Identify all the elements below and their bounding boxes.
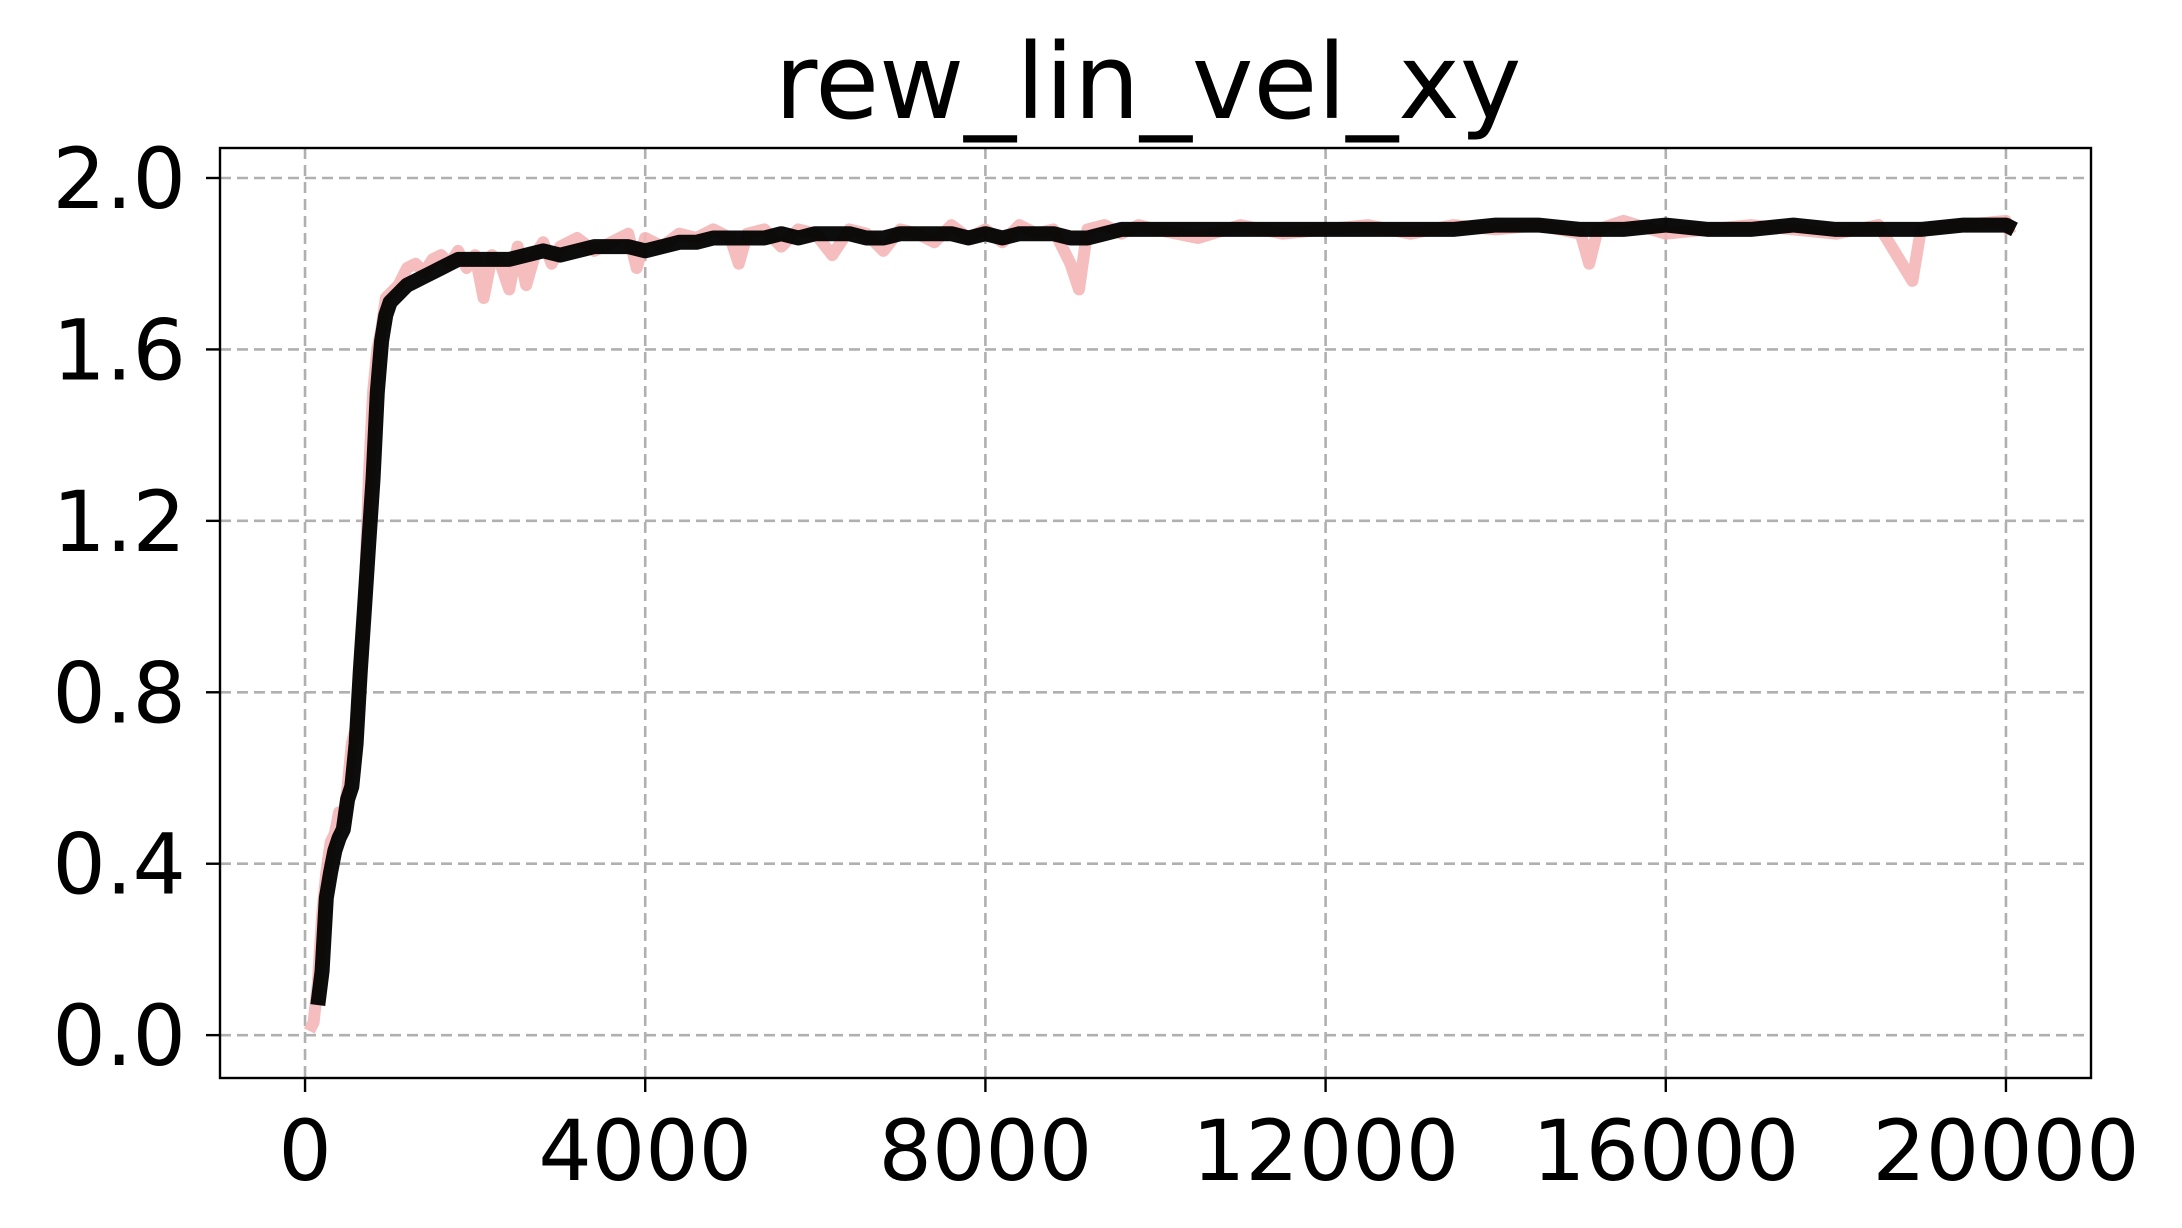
plot-series [303,214,2018,1034]
y-tick-label: 0.8 [52,644,186,742]
axes-frame [218,146,2093,1080]
x-tick-label: 8000 [879,1102,1093,1200]
y-tick-label: 1.6 [52,301,186,399]
y-tick-label: 2.0 [52,130,186,228]
chart-title: rew_lin_vel_xy [775,21,1522,143]
y-tick-label: 0.4 [52,816,186,914]
y-tick-label: 1.2 [52,473,186,571]
x-tick-label: 16000 [1532,1102,1799,1200]
x-tick-label: 20000 [1872,1102,2139,1200]
y-axis: 0.0 0.4 0.8 1.2 1.6 2.0 [52,130,220,1085]
x-tick-label: 0 [278,1102,331,1200]
x-tick-label: 12000 [1192,1102,1459,1200]
y-tick-label: 0.0 [52,987,186,1085]
x-axis: 0 4000 8000 12000 16000 20000 [278,1078,2140,1200]
smoothed-series-line [310,217,2018,1007]
grid-lines [220,148,2091,1078]
x-tick-label: 4000 [538,1102,752,1200]
